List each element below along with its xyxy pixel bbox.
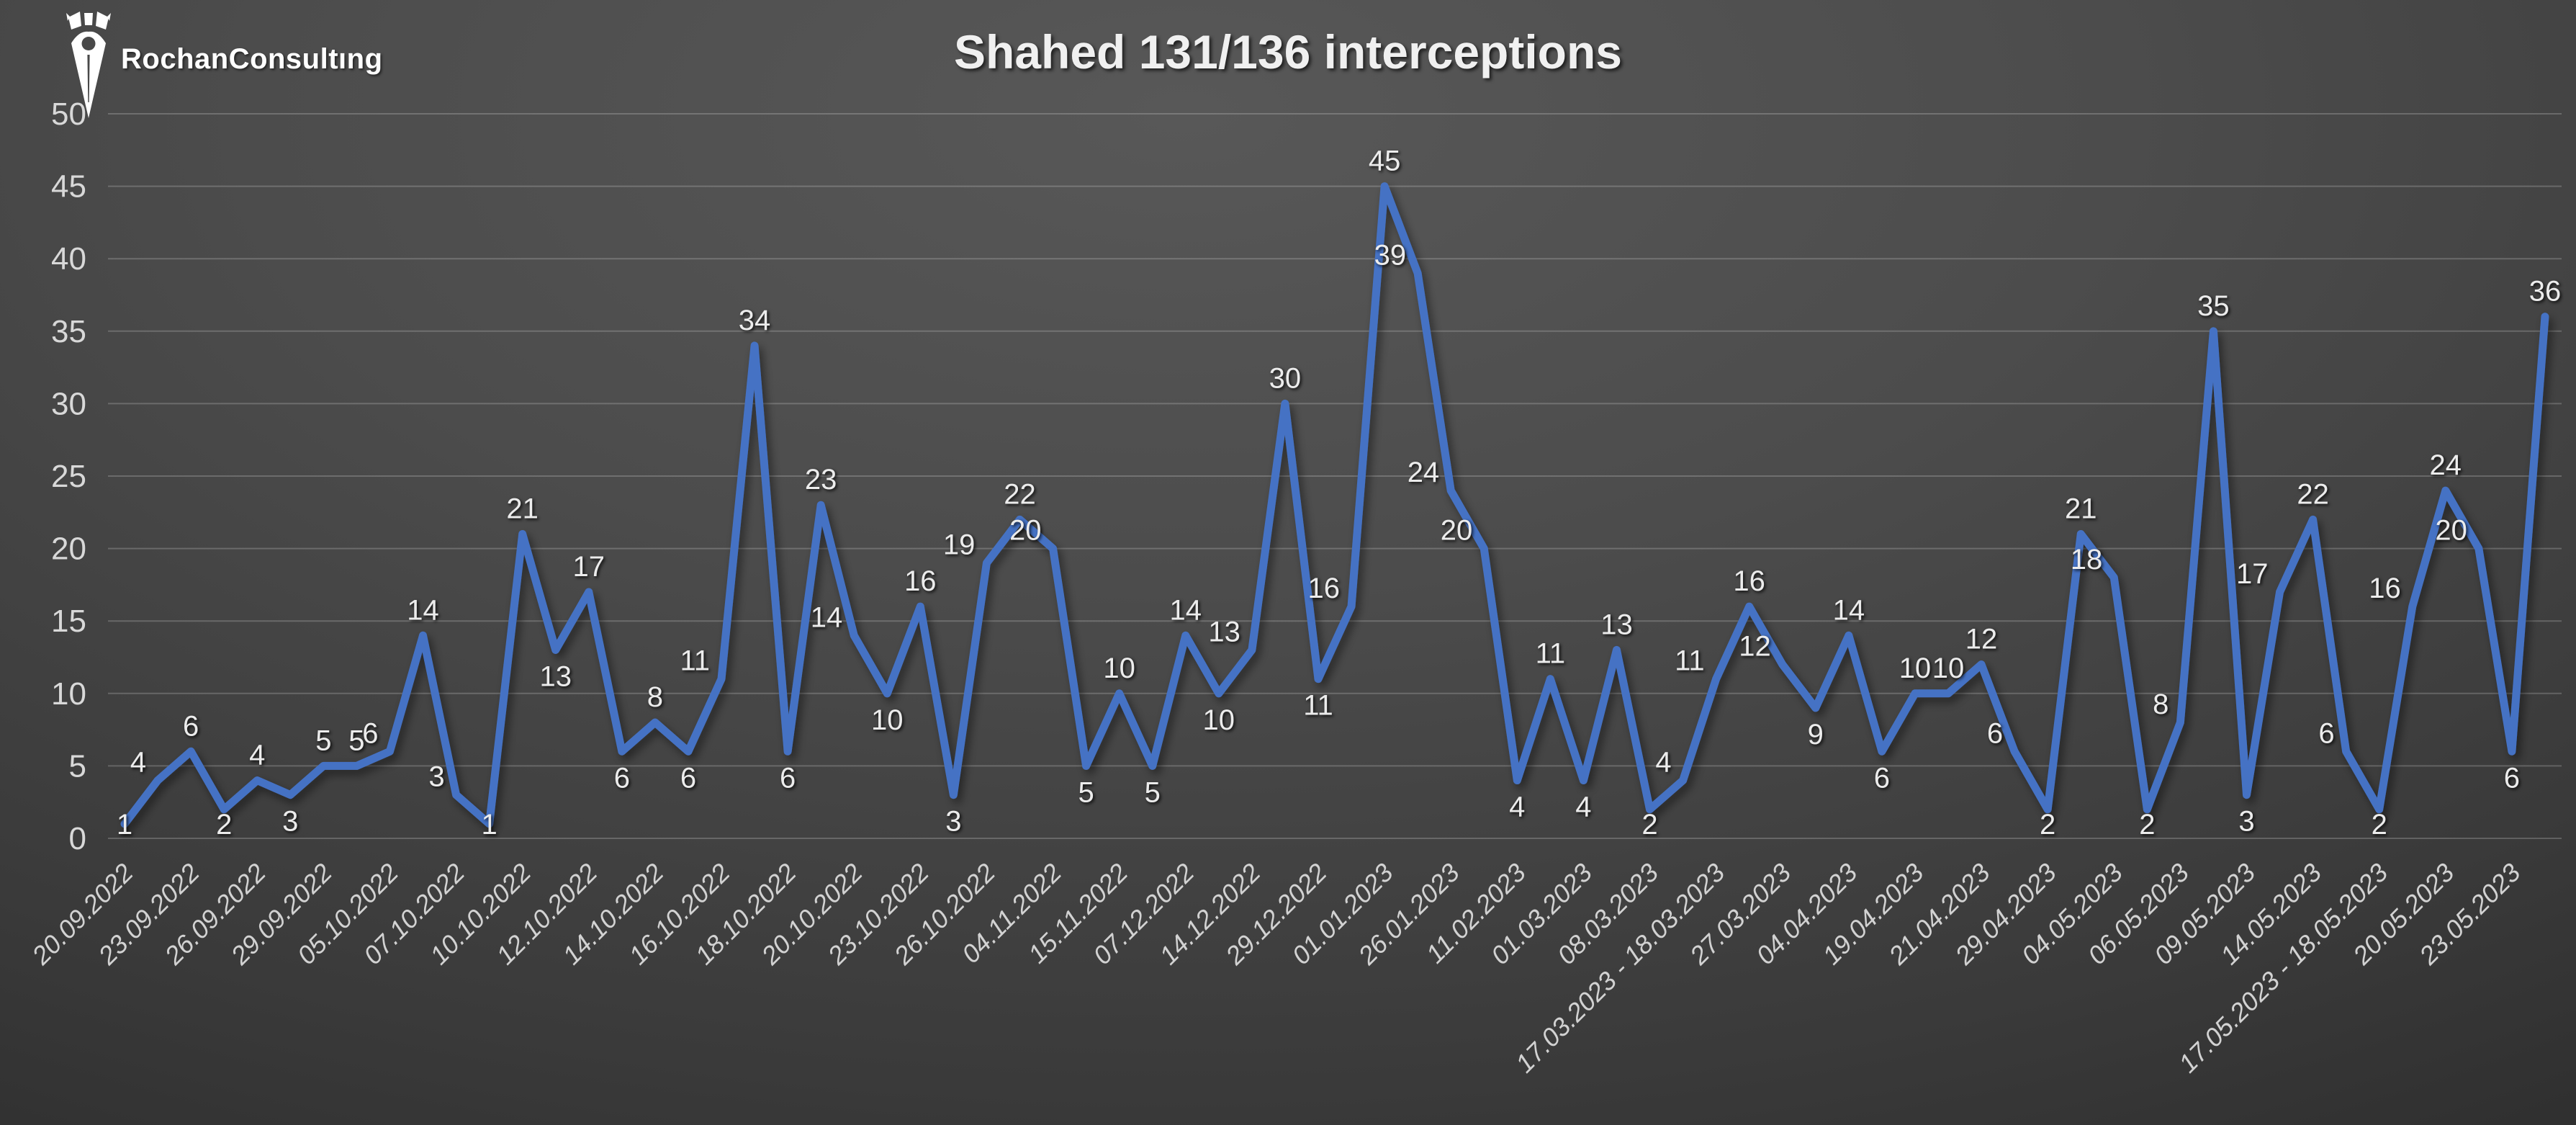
data-label-31: 5	[1145, 776, 1161, 808]
data-label-38: 45	[1369, 145, 1401, 177]
logo: RochanConsultıng	[66, 10, 383, 120]
data-label-14: 17	[573, 551, 605, 583]
data-label-55: 10	[1932, 653, 1965, 684]
data-label-64: 3	[2238, 806, 2254, 838]
data-label-8: 6	[362, 717, 378, 749]
data-label-15: 6	[614, 762, 630, 794]
data-label-69: 16	[2369, 573, 2401, 604]
series-line	[120, 182, 2549, 828]
data-label-28: 20	[1009, 515, 1042, 547]
data-label-11: 1	[481, 809, 497, 841]
y-tick-label-40: 40	[51, 241, 86, 277]
data-label-40: 24	[1408, 457, 1440, 488]
data-label-65: 17	[2236, 558, 2269, 590]
data-label-22: 14	[811, 601, 843, 633]
data-label-21: 23	[805, 464, 837, 496]
data-label-51: 9	[1808, 719, 1824, 750]
data-label-45: 13	[1600, 609, 1633, 640]
data-label-29: 5	[1078, 776, 1094, 808]
data-label-42: 4	[1509, 792, 1525, 823]
data-label-50: 12	[1739, 631, 1771, 663]
x-axis-labels: 20.09.202223.09.202226.09.202229.09.2022…	[26, 858, 2526, 1078]
data-label-66: 22	[2297, 478, 2329, 510]
data-label-39: 39	[1374, 239, 1407, 271]
y-tick-label-20: 20	[51, 532, 86, 567]
data-label-48: 11	[1675, 645, 1705, 677]
data-label-49: 16	[1733, 565, 1765, 597]
data-label-63: 35	[2197, 290, 2230, 322]
data-label-27: 22	[1004, 478, 1036, 510]
data-label-36: 11	[1303, 690, 1333, 722]
data-label-46: 2	[1641, 809, 1657, 841]
data-label-24: 16	[904, 565, 937, 597]
data-label-43: 11	[1536, 638, 1566, 670]
data-label-67: 6	[2318, 717, 2334, 749]
data-label-0: 1	[117, 809, 132, 841]
data-label-3: 2	[216, 809, 232, 841]
data-label-9: 14	[407, 594, 439, 626]
data-label-41: 20	[1441, 515, 1473, 547]
data-label-70: 24	[2430, 449, 2462, 481]
data-label-20: 6	[780, 762, 796, 794]
data-label-19: 34	[739, 305, 771, 336]
data-label-54: 10	[1899, 653, 1932, 684]
gridlines	[108, 113, 2562, 839]
data-label-18: 11	[680, 645, 710, 677]
data-label-35: 30	[1269, 362, 1302, 394]
y-tick-label-25: 25	[51, 459, 86, 494]
data-label-26: 19	[943, 529, 976, 561]
chart-title: Shahed 131/136 interceptions	[953, 25, 1623, 79]
y-tick-label-35: 35	[51, 314, 86, 349]
data-label-33: 10	[1203, 704, 1235, 736]
y-tick-label-45: 45	[51, 169, 86, 205]
data-label-25: 3	[945, 806, 961, 838]
data-label-23: 10	[871, 704, 904, 736]
data-label-4: 4	[249, 740, 265, 771]
data-label-73: 36	[2529, 276, 2562, 308]
data-label-71: 20	[2435, 515, 2467, 547]
data-label-62: 8	[2153, 689, 2169, 720]
data-label-53: 6	[1874, 762, 1890, 794]
data-label-32: 14	[1170, 594, 1202, 626]
data-label-59: 21	[2065, 493, 2097, 524]
data-label-16: 8	[647, 681, 663, 713]
data-label-30: 10	[1103, 653, 1135, 684]
data-label-56: 12	[1965, 624, 1998, 655]
data-label-44: 4	[1575, 792, 1591, 823]
y-axis-labels: 0 5 10 15 20 25 30 35 40 45 50	[51, 97, 86, 856]
data-label-12: 21	[506, 493, 539, 524]
data-label-2: 6	[183, 710, 199, 742]
data-label-57: 6	[1987, 717, 2003, 749]
data-label-34: 13	[1208, 616, 1240, 647]
y-tick-label-15: 15	[51, 604, 86, 639]
data-label-6: 5	[315, 725, 331, 756]
data-label-37: 16	[1308, 573, 1341, 604]
data-label-68: 2	[2372, 809, 2387, 841]
y-tick-label-30: 30	[51, 386, 86, 421]
data-label-7: 5	[348, 725, 364, 756]
data-label-60: 18	[2071, 544, 2103, 575]
data-label-72: 6	[2504, 762, 2520, 794]
y-tick-label-50: 50	[51, 97, 86, 132]
data-label-52: 14	[1833, 594, 1865, 626]
y-tick-label-10: 10	[51, 676, 86, 712]
data-label-1: 4	[130, 747, 146, 779]
y-tick-label-0: 0	[69, 821, 86, 856]
data-label-61: 2	[2139, 809, 2155, 841]
data-label-17: 6	[680, 762, 696, 794]
data-label-47: 4	[1655, 747, 1671, 779]
logo-text: RochanConsultıng	[121, 43, 383, 75]
data-label-5: 3	[282, 806, 298, 838]
pen-nib-icon	[66, 12, 111, 118]
y-tick-label-5: 5	[69, 748, 86, 784]
data-label-58: 2	[2040, 809, 2055, 841]
data-label-10: 3	[428, 761, 444, 793]
data-label-13: 13	[539, 660, 572, 692]
